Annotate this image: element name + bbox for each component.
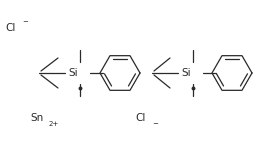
Text: Sn: Sn [30, 113, 43, 123]
Text: Cl: Cl [135, 113, 145, 123]
Text: 2+: 2+ [49, 121, 59, 127]
Text: Si: Si [68, 68, 78, 78]
Text: Cl: Cl [5, 23, 15, 33]
Text: −: − [152, 121, 158, 127]
Text: Si: Si [181, 68, 191, 78]
Text: −: − [22, 19, 28, 25]
